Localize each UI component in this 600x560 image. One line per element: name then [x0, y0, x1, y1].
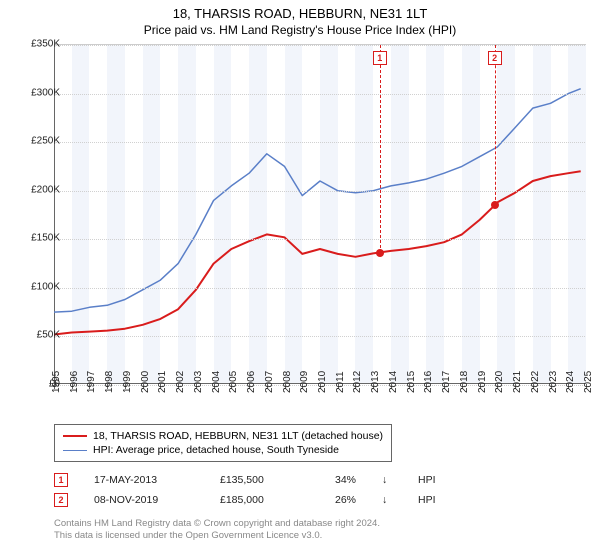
y-tick-label: £250K	[10, 136, 60, 147]
x-tick-label: 2005	[228, 371, 239, 393]
sales-row: 1 17-MAY-2013 £135,500 34% ↓ HPI	[54, 470, 448, 490]
legend-label: 18, THARSIS ROAD, HEBBURN, NE31 1LT (det…	[93, 430, 383, 442]
x-tick-label: 2007	[264, 371, 275, 393]
sale-marker-line	[495, 45, 496, 205]
footer-line-1: Contains HM Land Registry data © Crown c…	[54, 518, 380, 530]
sales-row-price: £185,000	[220, 494, 290, 506]
x-tick-label: 2025	[583, 371, 594, 393]
x-tick-label: 2023	[548, 371, 559, 393]
y-gridline	[54, 142, 585, 143]
sale-marker-dot	[491, 201, 499, 209]
series-price_paid	[54, 171, 581, 334]
x-tick-label: 2006	[246, 371, 257, 393]
y-tick-label: £300K	[10, 87, 60, 98]
y-tick-label: £0	[10, 379, 60, 390]
legend-item: HPI: Average price, detached house, Sout…	[63, 443, 383, 457]
chart-lines-svg	[54, 45, 586, 385]
y-gridline	[54, 45, 585, 46]
x-tick-label: 1999	[122, 371, 133, 393]
x-tick-label: 2015	[406, 371, 417, 393]
footer-line-2: This data is licensed under the Open Gov…	[54, 530, 380, 542]
x-tick-label: 2001	[157, 371, 168, 393]
y-tick-label: £50K	[10, 330, 60, 341]
legend-swatch	[63, 450, 87, 451]
footer-attribution: Contains HM Land Registry data © Crown c…	[54, 518, 380, 543]
x-tick-label: 1997	[86, 371, 97, 393]
y-gridline	[54, 336, 585, 337]
x-tick-label: 2004	[211, 371, 222, 393]
sales-row-marker: 2	[54, 493, 68, 507]
x-tick-label: 2010	[317, 371, 328, 393]
x-tick-label: 2020	[494, 371, 505, 393]
x-tick-label: 2016	[423, 371, 434, 393]
chart-title-sub: Price paid vs. HM Land Registry's House …	[0, 21, 600, 37]
sales-row-marker: 1	[54, 473, 68, 487]
legend-item: 18, THARSIS ROAD, HEBBURN, NE31 1LT (det…	[63, 429, 383, 443]
sale-marker-box: 2	[488, 51, 502, 65]
x-tick-label: 2014	[388, 371, 399, 393]
y-gridline	[54, 288, 585, 289]
sales-row-date: 17-MAY-2013	[94, 474, 194, 486]
sales-row-date: 08-NOV-2019	[94, 494, 194, 506]
sales-row: 2 08-NOV-2019 £185,000 26% ↓ HPI	[54, 490, 448, 510]
sale-marker-box: 1	[373, 51, 387, 65]
x-tick-label: 2022	[530, 371, 541, 393]
y-gridline	[54, 94, 585, 95]
x-tick-label: 2011	[335, 371, 346, 393]
x-tick-label: 2012	[352, 371, 363, 393]
sales-row-price: £135,500	[220, 474, 290, 486]
y-gridline	[54, 239, 585, 240]
x-tick-label: 1996	[69, 371, 80, 393]
x-tick-label: 2009	[299, 371, 310, 393]
x-tick-label: 2013	[370, 371, 381, 393]
legend-label: HPI: Average price, detached house, Sout…	[93, 444, 339, 456]
x-tick-label: 2021	[512, 371, 523, 393]
chart-title-main: 18, THARSIS ROAD, HEBBURN, NE31 1LT	[0, 0, 600, 21]
y-gridline	[54, 191, 585, 192]
x-tick-label: 2019	[477, 371, 488, 393]
legend-swatch	[63, 435, 87, 437]
sales-table: 1 17-MAY-2013 £135,500 34% ↓ HPI 2 08-NOV-2019 £…	[54, 470, 448, 510]
sales-row-pct: 34%	[316, 474, 356, 486]
x-tick-label: 2000	[140, 371, 151, 393]
y-tick-label: £100K	[10, 281, 60, 292]
x-tick-label: 2018	[459, 371, 470, 393]
sales-row-pct: 26%	[316, 494, 356, 506]
x-tick-label: 2024	[565, 371, 576, 393]
y-tick-label: £200K	[10, 184, 60, 195]
chart-legend: 18, THARSIS ROAD, HEBBURN, NE31 1LT (det…	[54, 424, 586, 462]
x-tick-label: 2017	[441, 371, 452, 393]
y-tick-label: £350K	[10, 39, 60, 50]
chart-plot-area: 1995199619971998199920002001200220032004…	[54, 44, 586, 384]
sale-marker-dot	[376, 249, 384, 257]
y-tick-label: £150K	[10, 233, 60, 244]
sale-marker-line	[380, 45, 381, 253]
x-tick-label: 1998	[104, 371, 115, 393]
x-tick-label: 2002	[175, 371, 186, 393]
down-arrow-icon: ↓	[382, 494, 392, 506]
down-arrow-icon: ↓	[382, 474, 392, 486]
x-tick-label: 2008	[282, 371, 293, 393]
sales-row-hpi-label: HPI	[418, 494, 448, 506]
sales-row-hpi-label: HPI	[418, 474, 448, 486]
x-tick-label: 2003	[193, 371, 204, 393]
